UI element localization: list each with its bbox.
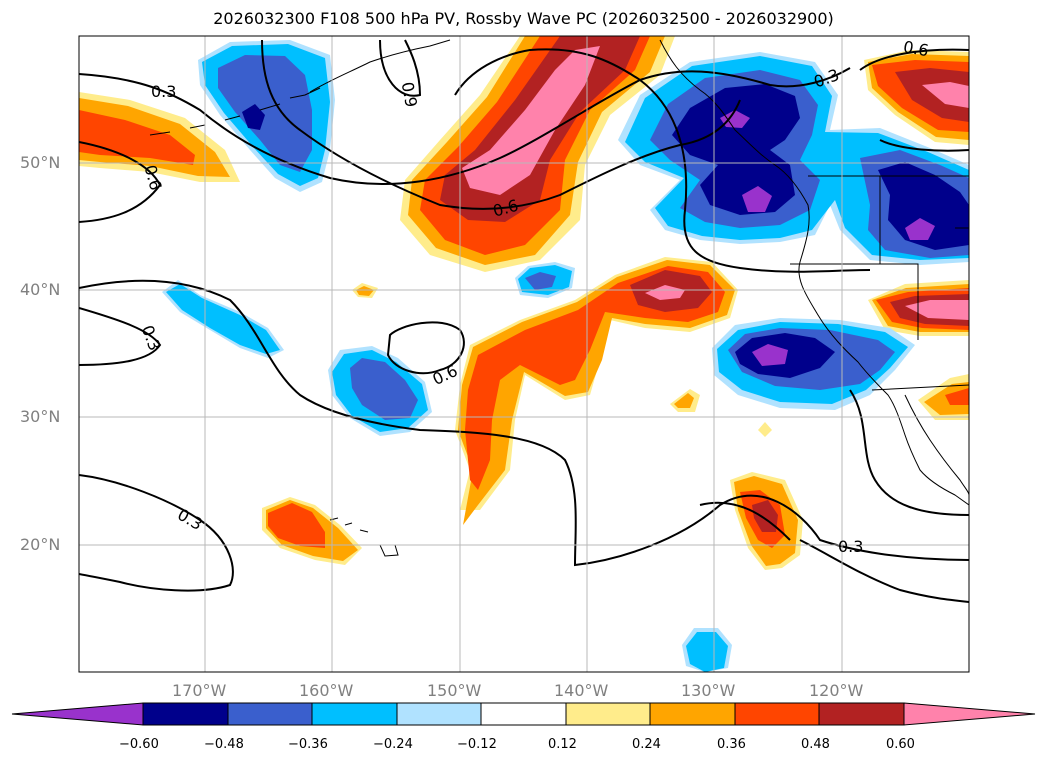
negative-anomaly-small <box>162 262 732 672</box>
colorbar-tick-label: 0.36 <box>717 737 746 752</box>
lon-label-140w: 140°W <box>554 681 609 700</box>
alaska-coast <box>309 39 451 93</box>
colorbar-extend-low <box>11 702 144 726</box>
colorbar-segment <box>227 702 313 726</box>
pv-contour-0.3-south <box>79 474 234 592</box>
lon-label-130w: 130°W <box>681 681 736 700</box>
contour-label: 0.3 <box>151 82 176 101</box>
positive-anomaly-subtropics <box>262 283 803 570</box>
colorbar <box>11 702 1036 726</box>
pv-contour-0.3-southeast <box>799 539 969 603</box>
colorbar-segment <box>396 702 482 726</box>
colorbar-segment <box>818 702 905 726</box>
state-boundaries <box>790 176 969 340</box>
colorbar-segment <box>565 702 651 726</box>
colorbar-segment <box>649 702 736 726</box>
pv-contour-0.6-north <box>261 39 741 210</box>
contour-label: 0.9 <box>398 80 421 108</box>
colorbar-tick-label: −0.48 <box>204 737 244 752</box>
colorbar-extend-high <box>903 702 1036 726</box>
colorbar-segment <box>311 702 398 726</box>
hawaii-islands <box>329 517 399 557</box>
map-title: 2026032300 F108 500 hPa PV, Rossby Wave … <box>213 9 834 28</box>
positive-anomaly-northeast <box>864 50 969 145</box>
north-america-coast <box>659 39 969 506</box>
map-frame <box>78 35 970 673</box>
pv-contour-0.6-northeast <box>859 48 969 152</box>
colorbar-tick-label: 0.48 <box>801 737 830 752</box>
pv-contour-0.6-westloop <box>79 141 162 223</box>
lat-label-40n: 40°N <box>20 280 61 299</box>
colorbar-tick-label: −0.24 <box>373 737 413 752</box>
pv-contour-0.3-middle <box>79 279 969 567</box>
colorbar-segment <box>734 702 820 726</box>
lat-label-30n: 30°N <box>20 407 61 426</box>
gridlines <box>79 36 969 672</box>
colorbar-tick-label: −0.12 <box>457 737 497 752</box>
lon-label-170w: 170°W <box>172 681 227 700</box>
colorbar-tick-label: 0.12 <box>548 737 577 752</box>
pv-contour-0.9 <box>379 39 422 97</box>
pv-contour-0.3-westloop <box>79 307 162 366</box>
negative-anomaly-coastal <box>712 318 915 410</box>
negative-anomaly-northeast <box>618 52 969 265</box>
contour-label: 0.6 <box>902 37 930 60</box>
lat-label-20n: 20°N <box>20 535 61 554</box>
positive-anomaly-west <box>79 92 240 182</box>
positive-anomaly-band-central <box>455 257 738 525</box>
us-mexico-border <box>871 384 969 391</box>
contour-label: 0.3 <box>838 537 863 556</box>
negative-anomaly-northwest <box>198 40 335 192</box>
lon-label-150w: 150°W <box>427 681 482 700</box>
aleutian-islands <box>149 87 321 136</box>
lat-label-50n: 50°N <box>20 153 61 172</box>
colorbar-tick-label: 0.60 <box>886 737 915 752</box>
pv-anomaly-field <box>79 36 969 672</box>
colorbar-segment <box>480 702 567 726</box>
colorbar-tick-label: −0.36 <box>288 737 328 752</box>
pv-contour-0.3-east <box>699 389 969 541</box>
lon-label-120w: 120°W <box>809 681 864 700</box>
colorbar-tick-label: −0.60 <box>119 737 159 752</box>
lon-label-160w: 160°W <box>299 681 354 700</box>
pv-contour-0.6-inner <box>454 48 871 273</box>
colorbar-tick-label: 0.24 <box>632 737 661 752</box>
colorbar-segment <box>142 702 229 726</box>
